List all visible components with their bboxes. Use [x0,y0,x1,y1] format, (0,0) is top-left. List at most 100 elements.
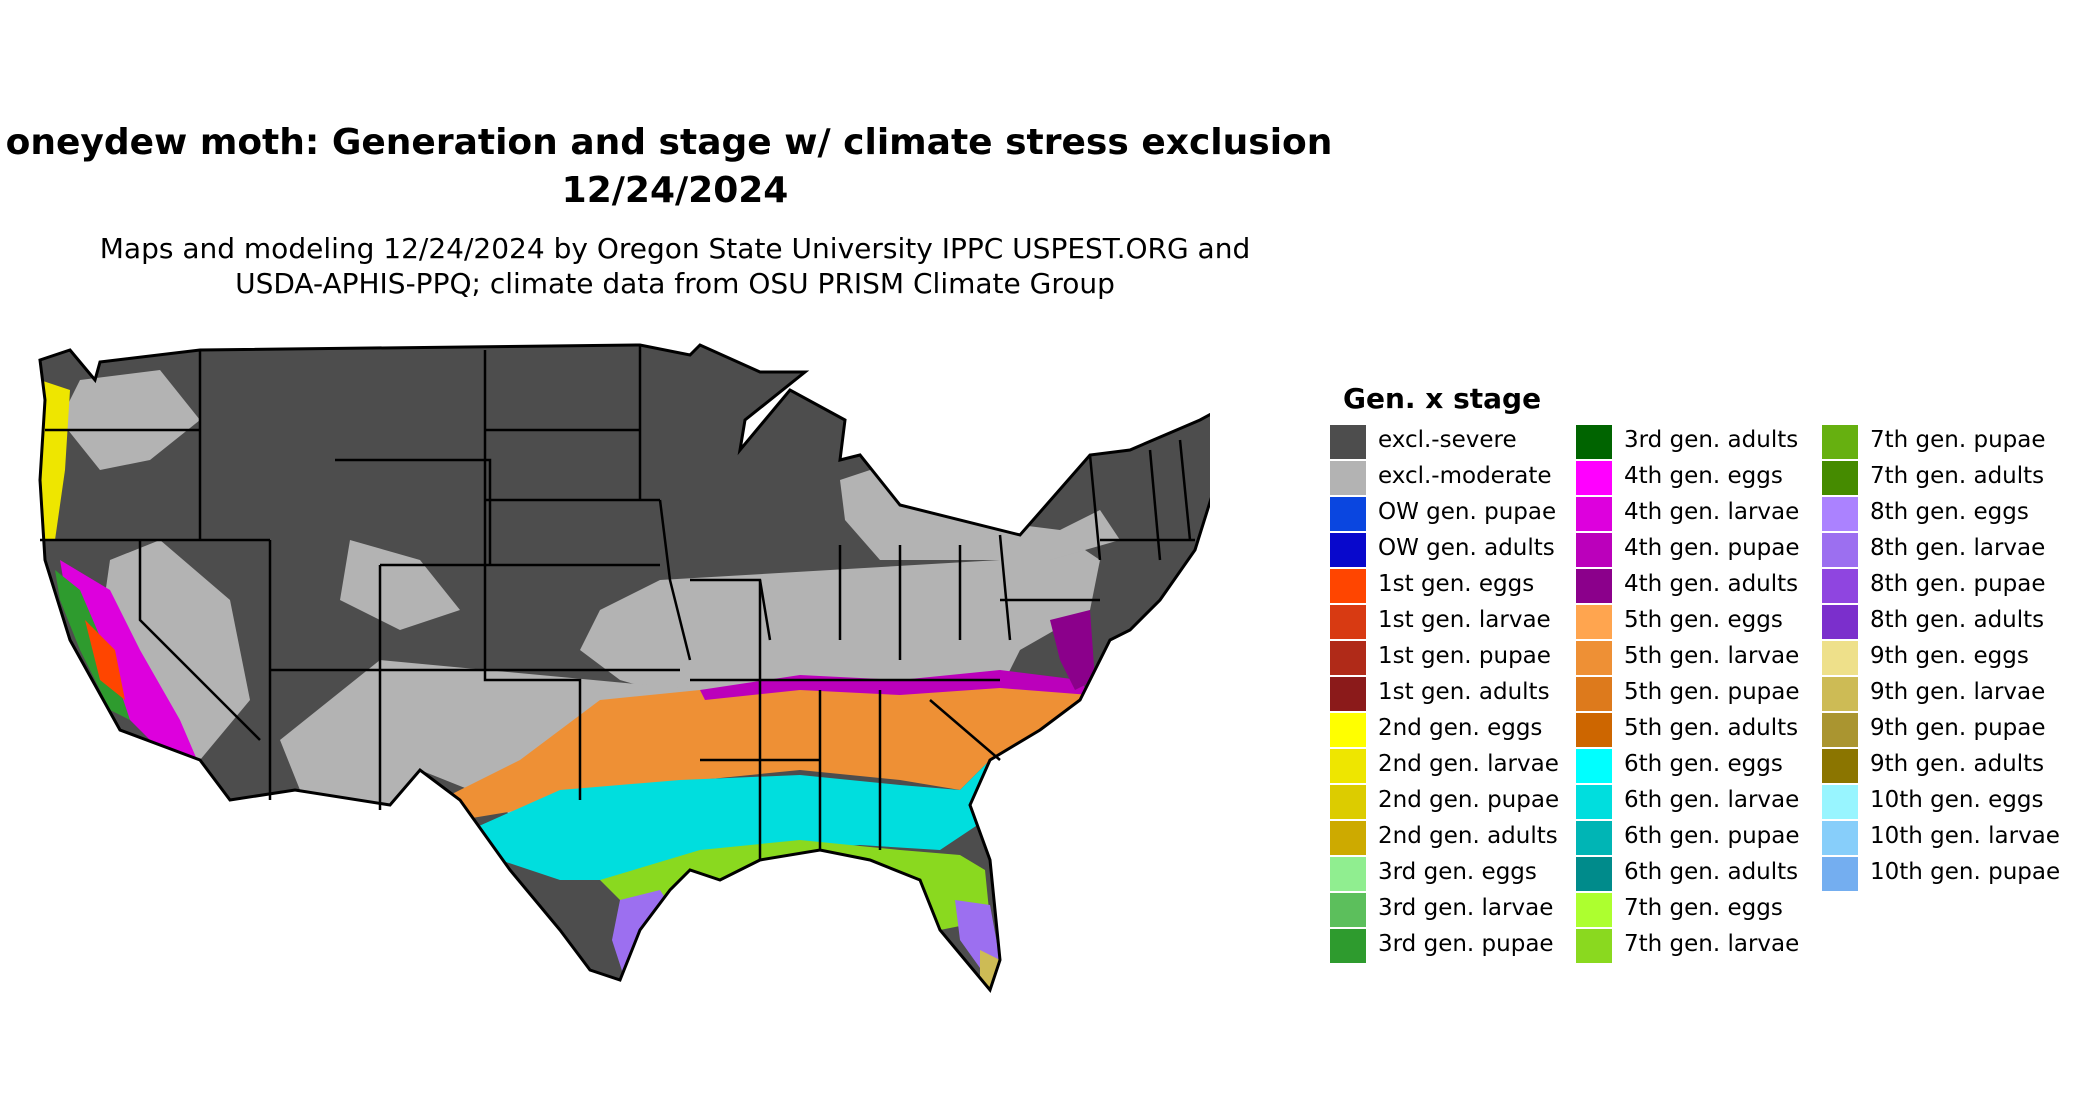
legend-label: 7th gen. pupae [1870,427,2046,453]
legend-swatch [1576,857,1612,891]
legend-swatch [1576,893,1612,927]
legend-swatch [1822,641,1858,675]
legend-swatch [1330,641,1366,675]
legend-swatch [1576,677,1612,711]
legend-label: 9th gen. eggs [1870,643,2029,669]
legend-swatch [1822,857,1858,891]
legend-label: 6th gen. adults [1624,859,1799,885]
west-coast-yellow [40,380,70,540]
legend-swatch [1822,677,1858,711]
band-7th-gen [600,840,990,930]
legend-label: 1st gen. larvae [1378,607,1551,633]
map-title-line1: oneydew moth: Generation and stage w/ cl… [5,122,1333,163]
legend-label: 5th gen. eggs [1624,607,1783,633]
legend-label: 8th gen. pupae [1870,571,2046,597]
legend-label: 6th gen. eggs [1624,751,1783,777]
legend-label: 1st gen. eggs [1378,571,1535,597]
legend-label: 2nd gen. pupae [1378,787,1560,813]
legend-label: 8th gen. adults [1870,607,2045,633]
legend-label: excl.-severe [1378,427,1517,453]
legend-label: 5th gen. adults [1624,715,1799,741]
legend-swatch [1330,569,1366,603]
legend-label: 3rd gen. larvae [1378,895,1554,921]
legend-label: 10th gen. eggs [1870,787,2044,813]
legend-swatch [1576,425,1612,459]
state-borders [40,345,1195,860]
legend-swatch [1330,425,1366,459]
band-4th-gen [700,670,1090,700]
legend-label: 2nd gen. eggs [1378,715,1543,741]
legend-swatch [1576,497,1612,531]
legend-label: 4th gen. pupae [1624,535,1800,561]
map-subtitle-line2: USDA-APHIS-PPQ; climate data from OSU PR… [235,267,1115,300]
legend-swatch [1330,929,1366,963]
legend-swatch [1822,425,1858,459]
map-title-line2: 12/24/2024 [561,170,789,211]
legend-swatch [1330,497,1366,531]
legend-label: 3rd gen. eggs [1378,859,1537,885]
legend-swatch [1330,677,1366,711]
legend-label: 5th gen. larvae [1624,643,1800,669]
legend-swatch [1576,641,1612,675]
west-coast-magenta [60,560,210,795]
legend-label: 7th gen. larvae [1624,931,1800,957]
legend-label: 8th gen. larvae [1870,535,2046,561]
legend-label: OW gen. adults [1378,535,1555,561]
excl-moderate-west [60,370,200,470]
legend-title: Gen. x stage [1343,382,1542,415]
legend-label: 6th gen. larvae [1624,787,1800,813]
legend-swatch [1822,605,1858,639]
legend-swatch [1576,569,1612,603]
legend-label: 7th gen. eggs [1624,895,1783,921]
legend-label: 3rd gen. adults [1624,427,1799,453]
legend-swatch [1822,461,1858,495]
legend-label: 4th gen. eggs [1624,463,1783,489]
legend-swatch [1330,821,1366,855]
legend-label: 1st gen. pupae [1378,643,1551,669]
legend-label: 4th gen. larvae [1624,499,1800,525]
legend-label: 1st gen. adults [1378,679,1550,705]
legend-swatch [1330,461,1366,495]
legend-swatch [1576,749,1612,783]
legend-label: 10th gen. larvae [1870,823,2060,849]
legend-swatch [1576,821,1612,855]
legend-label: 8th gen. eggs [1870,499,2029,525]
band-6th-gen [470,760,990,880]
legend-swatch [1576,533,1612,567]
legend-label: 9th gen. larvae [1870,679,2046,705]
legend-swatch [1576,785,1612,819]
legend-swatch [1822,569,1858,603]
legend-swatch [1330,893,1366,927]
legend-label: excl.-moderate [1378,463,1552,489]
legend-label: 5th gen. pupae [1624,679,1800,705]
legend-swatch [1576,713,1612,747]
legend-swatch [1330,605,1366,639]
legend-swatch [1330,713,1366,747]
legend-label: 6th gen. pupae [1624,823,1800,849]
legend-swatch [1822,713,1858,747]
legend-label: 3rd gen. pupae [1378,931,1554,957]
legend-swatch [1822,749,1858,783]
legend-label: 7th gen. adults [1870,463,2045,489]
legend-swatch [1576,929,1612,963]
legend-label: 4th gen. adults [1624,571,1799,597]
legend-swatch [1330,533,1366,567]
legend-swatch [1822,785,1858,819]
legend-swatch [1822,821,1858,855]
legend-swatch [1330,785,1366,819]
us-map [38,343,1210,994]
map-subtitle-line1: Maps and modeling 12/24/2024 by Oregon S… [99,232,1251,265]
band-8th-gen-tx [612,890,680,980]
excl-moderate-south [280,660,700,820]
legend-swatch [1576,461,1612,495]
us-outline [38,343,1210,994]
legend-swatch [1822,533,1858,567]
legend-label: 9th gen. adults [1870,751,2045,777]
legend-swatch [1330,857,1366,891]
legend-label: 10th gen. pupae [1870,859,2061,885]
legend-label: 2nd gen. adults [1378,823,1558,849]
legend-label: OW gen. pupae [1378,499,1557,525]
legend-swatch [1576,605,1612,639]
legend-swatch [1822,497,1858,531]
legend-label: 2nd gen. larvae [1378,751,1559,777]
